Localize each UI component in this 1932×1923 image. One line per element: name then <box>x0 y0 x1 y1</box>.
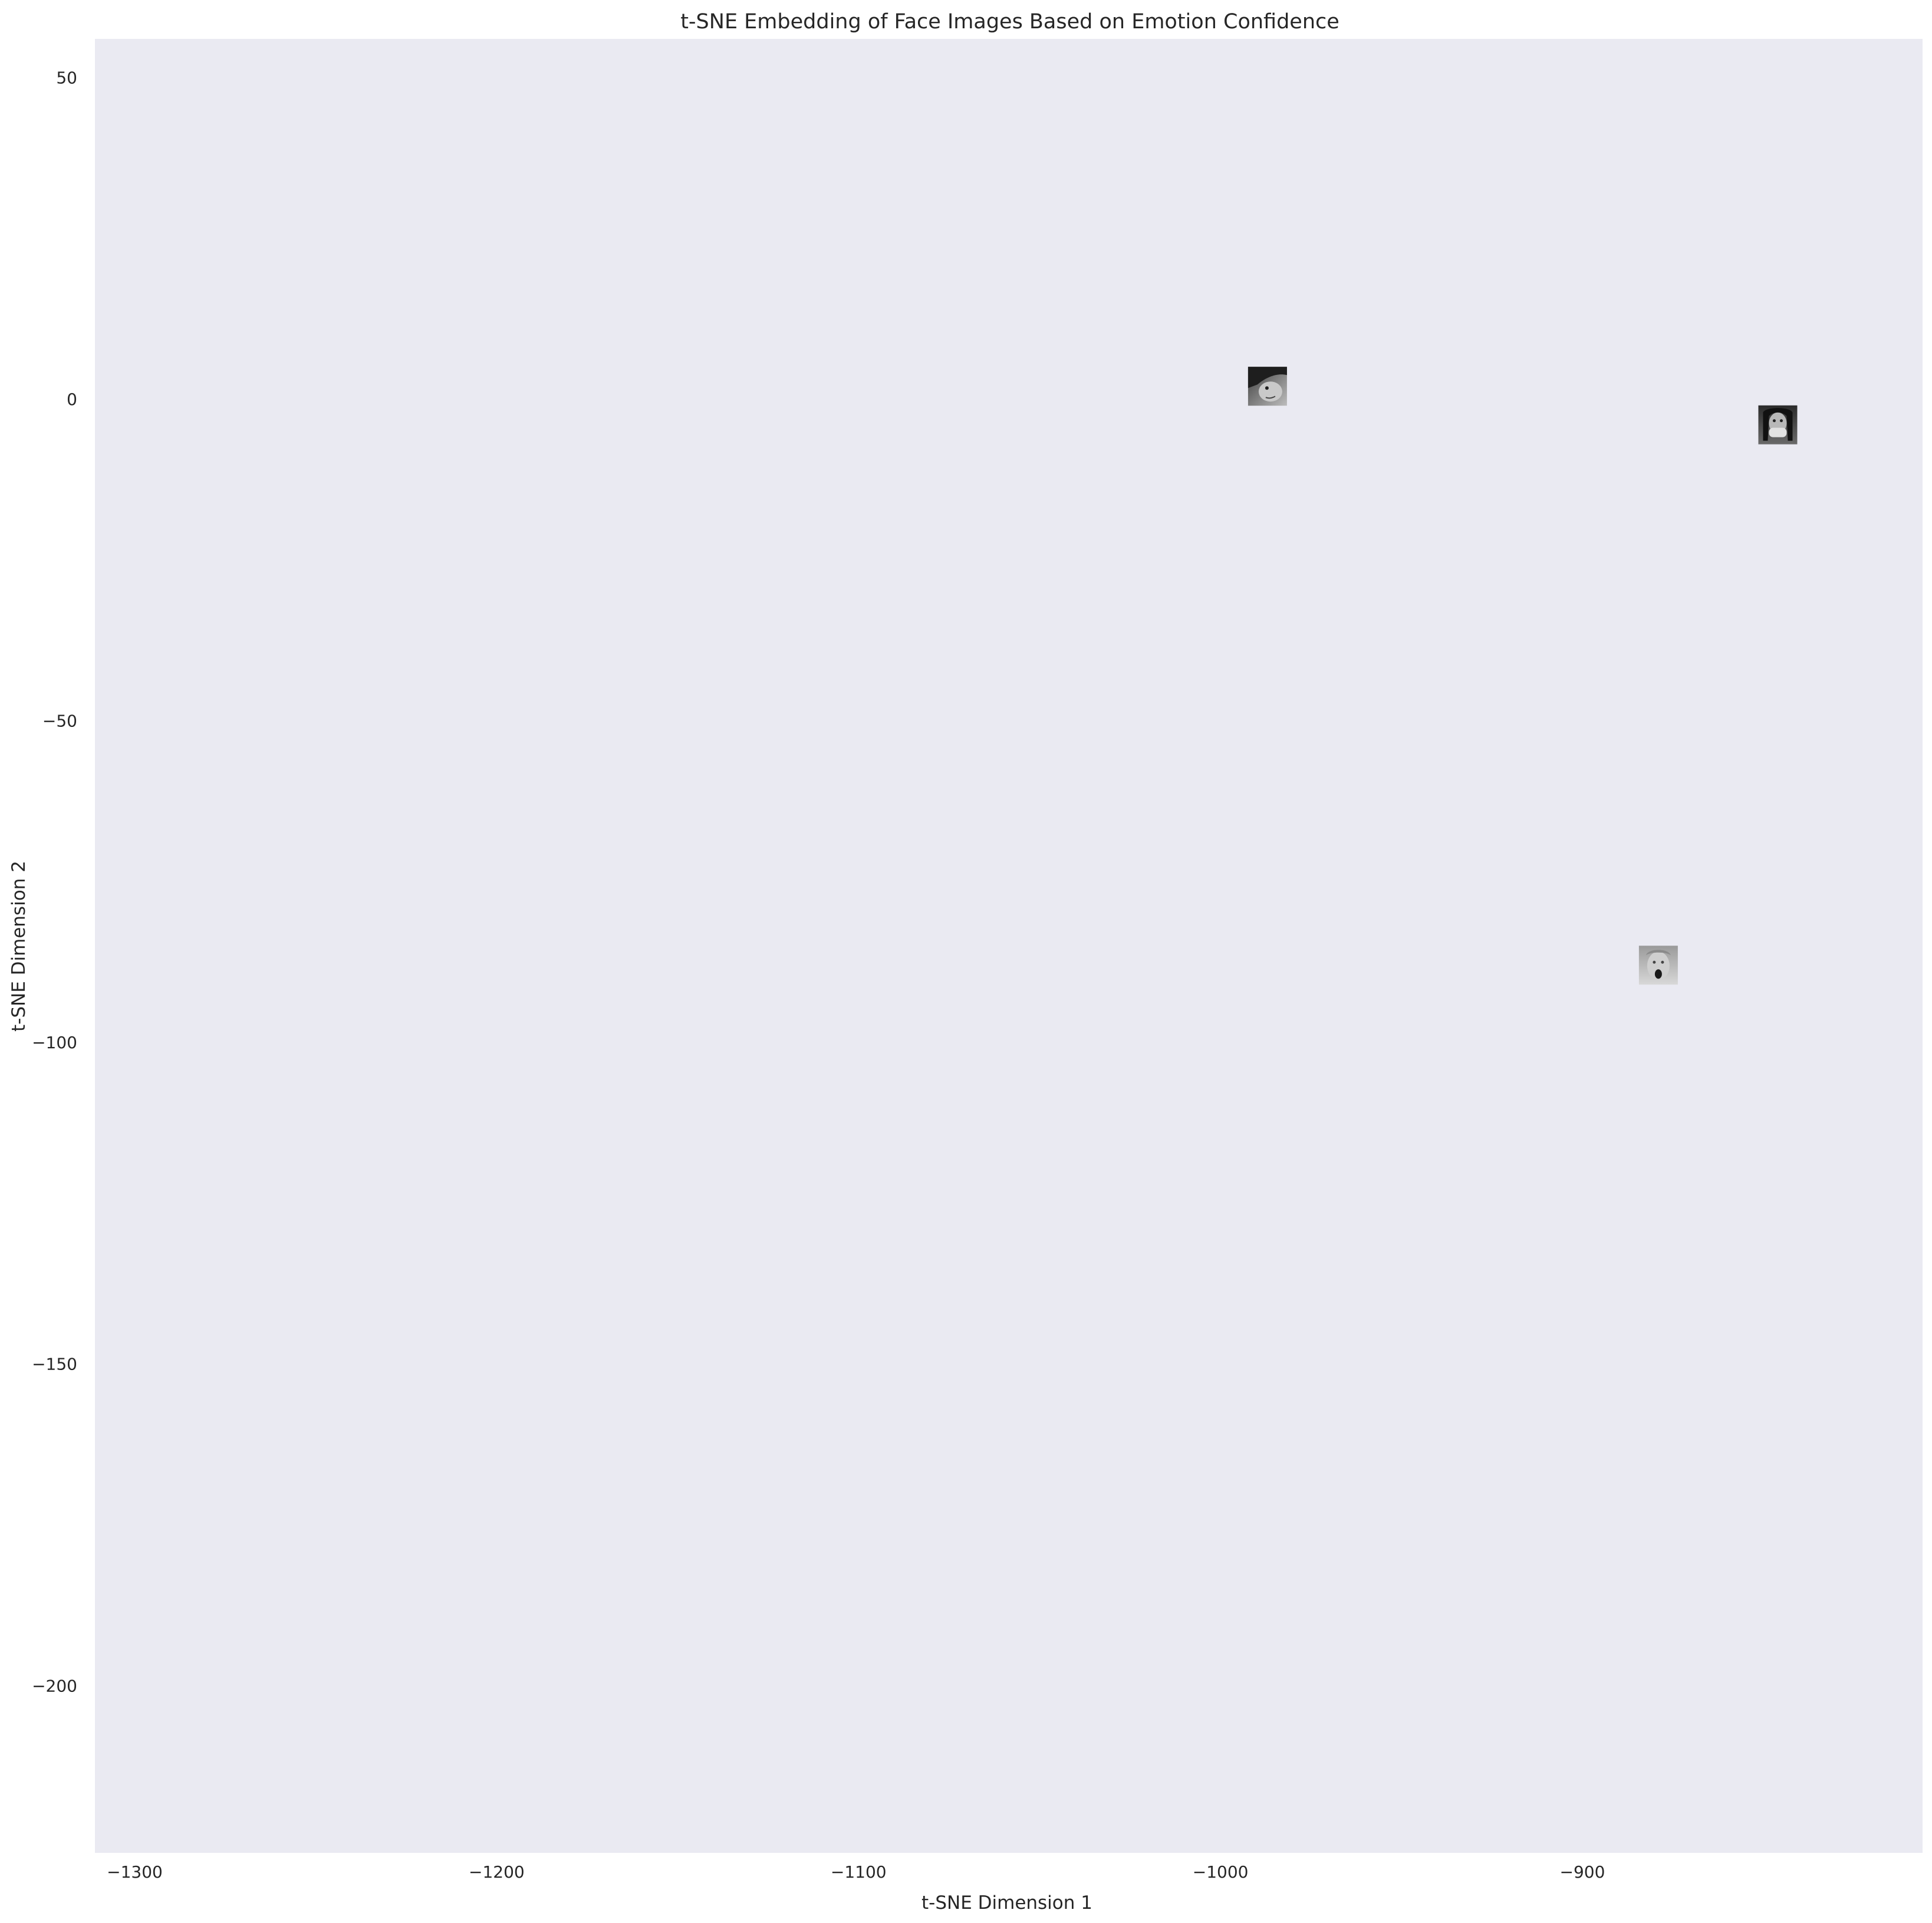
face-point <box>1758 405 1798 444</box>
y-tick-label: −100 <box>32 1033 77 1052</box>
y-tick-label: −50 <box>42 712 77 731</box>
x-tick-label: −1200 <box>469 1862 525 1882</box>
y-axis-ticks: 50 0 −50 −100 −150 −200 <box>32 68 77 1695</box>
face-point <box>1248 367 1287 406</box>
y-tick-label: 0 <box>67 390 77 409</box>
y-axis-label: t-SNE Dimension 2 <box>8 861 29 1032</box>
y-tick-label: −200 <box>32 1676 77 1695</box>
x-tick-label: −1300 <box>107 1862 163 1882</box>
x-axis-label: t-SNE Dimension 1 <box>921 1892 1092 1914</box>
y-tick-label: −150 <box>32 1355 77 1374</box>
x-tick-label: −1000 <box>1193 1862 1249 1882</box>
plot-area <box>95 39 1923 1853</box>
x-tick-label: −1100 <box>831 1862 887 1882</box>
chart-title: t-SNE Embedding of Face Images Based on … <box>680 10 1339 34</box>
y-tick-label: 50 <box>56 68 77 87</box>
x-tick-label: −900 <box>1560 1862 1605 1882</box>
x-axis-ticks: −1300 −1200 −1100 −1000 −900 <box>107 1862 1605 1882</box>
face-point <box>1638 946 1678 985</box>
points-layer <box>1248 367 1798 985</box>
